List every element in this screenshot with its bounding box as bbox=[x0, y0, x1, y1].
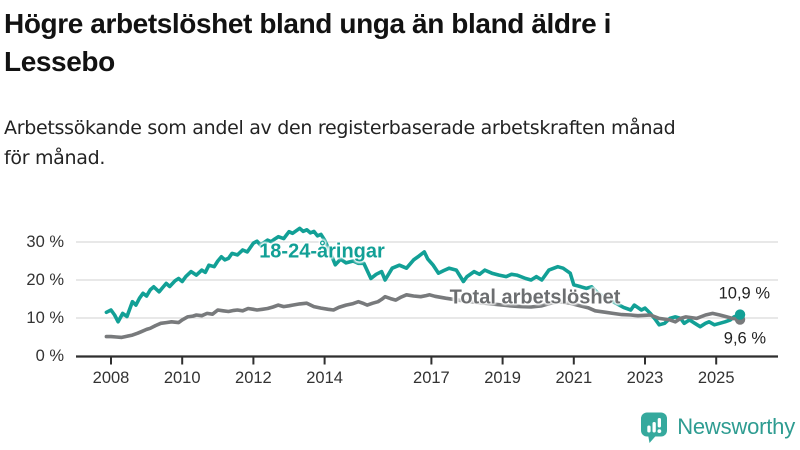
y-axis-tick-label: 20 % bbox=[26, 271, 64, 289]
youth-end-dot bbox=[734, 309, 746, 320]
x-axis-tick-label: 2014 bbox=[306, 369, 343, 387]
newsworthy-bar-chart-bubble-icon bbox=[641, 412, 668, 443]
y-axis-tick-label: 0 % bbox=[36, 347, 65, 365]
total-unemployment-line bbox=[104, 292, 742, 340]
end-value-label-youth: 10,9 % bbox=[718, 284, 770, 303]
subtitle-line-2: för månad. bbox=[4, 147, 106, 169]
series-label-youth: 18-24-åringar bbox=[259, 240, 385, 263]
series-label-total: Total arbetslöshet bbox=[449, 286, 621, 309]
x-axis-tick-label: 2025 bbox=[698, 369, 735, 387]
brand-name: Newsworthy bbox=[677, 414, 795, 439]
chart-subtitle: Arbetssökande som andel av den registerb… bbox=[4, 113, 788, 173]
subtitle-line-1: Arbetssökande som andel av den registerb… bbox=[4, 117, 676, 139]
x-axis-tick-label: 2008 bbox=[93, 369, 130, 387]
end-value-label-total: 9,6 % bbox=[723, 329, 766, 348]
x-axis-tick-label: 2021 bbox=[555, 369, 592, 387]
y-axis-tick-label: 30 % bbox=[26, 233, 64, 251]
youth-unemployment-line bbox=[104, 226, 742, 329]
x-axis-tick-label: 2019 bbox=[484, 369, 521, 387]
x-axis-tick-label: 2010 bbox=[164, 369, 201, 387]
y-axis-tick-label: 10 % bbox=[26, 309, 64, 327]
title-line-1: Högre arbetslöshet bland unga än bland ä… bbox=[4, 8, 612, 39]
newsworthy-brand: Newsworthy bbox=[640, 410, 795, 444]
x-axis-tick-label: 2023 bbox=[627, 369, 664, 387]
page-title: Högre arbetslöshet bland unga än bland ä… bbox=[4, 5, 784, 81]
x-axis-tick-label: 2012 bbox=[235, 369, 272, 387]
x-axis-tick-label: 2017 bbox=[413, 369, 450, 387]
title-line-2: Lessebo bbox=[4, 46, 115, 77]
